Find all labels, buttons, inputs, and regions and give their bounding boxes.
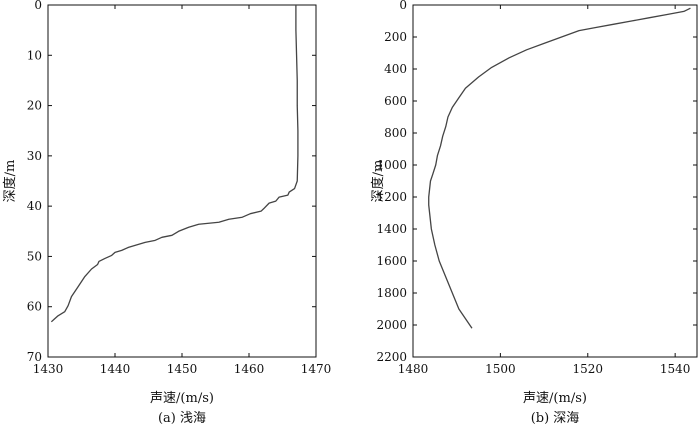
x-axis-label: 声速/(m/s) [523, 391, 587, 406]
x-tick-label: 1440 [100, 362, 131, 376]
plot-frame [412, 4, 698, 358]
x-tick-label: 1540 [660, 362, 691, 376]
y-tick-label: 2000 [376, 318, 407, 332]
y-tick-label: 2200 [376, 350, 407, 364]
x-tick-label: 1470 [301, 362, 332, 376]
y-tick-label: 60 [27, 300, 42, 314]
x-tick-label: 1480 [398, 362, 429, 376]
y-tick-label: 20 [27, 99, 42, 113]
y-tick-label: 50 [27, 249, 42, 263]
y-tick-label: 400 [384, 62, 407, 76]
y-tick-label: 1400 [376, 222, 407, 236]
x-tick-label: 1430 [33, 362, 64, 376]
subfigure-caption: (b) 深海 [531, 411, 580, 426]
panel-shallow-sea: 1430 1440 1450 1460 1470 0 10 20 30 40 50 60 70 声速/… [2, 0, 331, 426]
y-axis: 0 10 20 30 40 50 60 70 [27, 0, 316, 364]
plot-frame [47, 4, 317, 358]
x-axis: 1430 1440 1450 1460 1470 [33, 5, 332, 376]
y-tick-label: 0 [34, 0, 42, 12]
y-axis: 0 200 400 600 800 1000 1200 1400 1600 1800 2000 220… [376, 0, 697, 364]
x-tick-label: 1450 [167, 362, 198, 376]
y-axis-label: 深度/m [370, 160, 386, 203]
y-tick-label: 10 [27, 48, 42, 62]
y-tick-label: 30 [27, 149, 42, 163]
y-axis-label: 深度/m [2, 160, 18, 203]
y-tick-label: 0 [399, 0, 407, 12]
x-axis: 1480 1500 1520 1540 [398, 5, 691, 376]
x-tick-label: 1520 [572, 362, 603, 376]
sound-speed-profile-line [50, 5, 299, 323]
y-tick-label: 800 [384, 126, 407, 140]
y-tick-label: 1000 [376, 158, 407, 172]
x-axis-label: 声速/(m/s) [150, 391, 214, 406]
y-tick-label: 1600 [376, 254, 407, 268]
x-tick-label: 1500 [485, 362, 516, 376]
y-tick-label: 600 [384, 94, 407, 108]
y-tick-label: 70 [27, 350, 42, 364]
y-tick-label: 200 [384, 30, 407, 44]
y-tick-label: 40 [27, 199, 42, 213]
x-tick-label: 1460 [234, 362, 265, 376]
y-tick-label: 1200 [376, 190, 407, 204]
subfigure-caption: (a) 浅海 [158, 411, 206, 426]
panel-deep-sea: 1480 1500 1520 1540 02004006008001000120014… [370, 0, 698, 426]
sound-speed-profile-line [428, 7, 691, 329]
y-tick-label: 1800 [376, 286, 407, 300]
